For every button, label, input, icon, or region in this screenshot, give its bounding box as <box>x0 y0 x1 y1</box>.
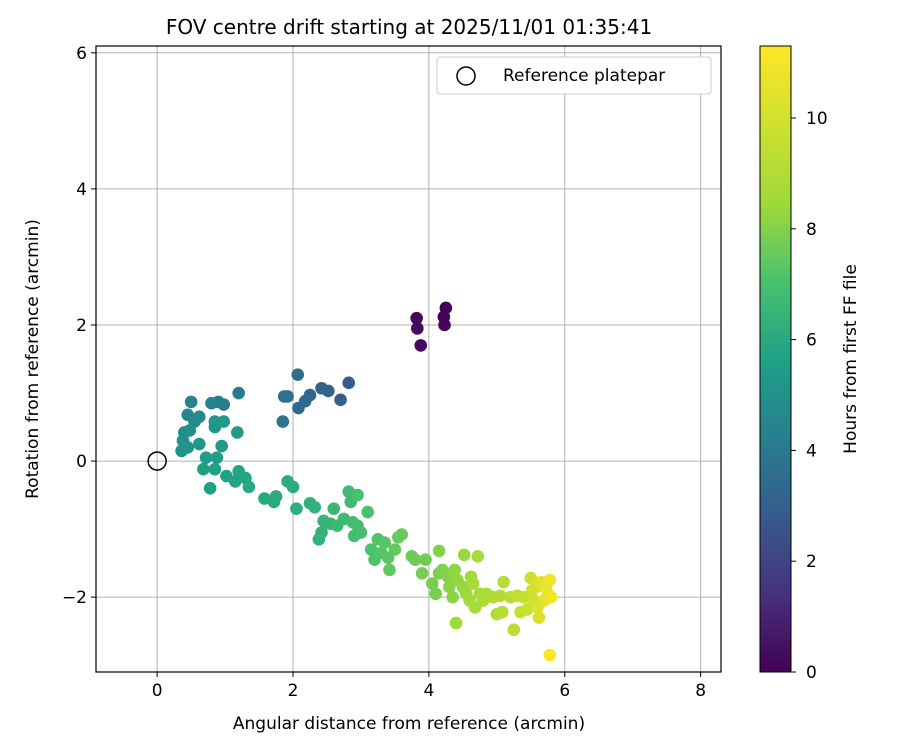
legend: Reference platepar <box>436 56 712 95</box>
data-point <box>351 488 364 502</box>
data-point <box>432 544 446 558</box>
y-axis-ticks: −2 0 2 4 6 <box>62 44 96 608</box>
data-point <box>419 553 432 567</box>
data-point <box>438 318 451 332</box>
data-point <box>208 462 222 476</box>
x-axis-label: Angular distance from reference (arcmin) <box>233 714 585 734</box>
colorbar: 0 2 4 6 8 10 Hours from first FF file <box>759 45 861 683</box>
colorbar-ticks: 0 2 4 6 8 10 <box>791 109 828 683</box>
data-point <box>383 563 396 577</box>
data-point <box>181 441 195 454</box>
data-point <box>315 526 328 539</box>
x-tick-label: 6 <box>559 681 570 701</box>
data-point <box>507 623 521 637</box>
data-point <box>521 603 534 616</box>
x-tick-label: 8 <box>695 681 706 701</box>
data-point <box>334 393 347 407</box>
data-point <box>203 481 217 495</box>
data-point <box>205 396 218 410</box>
data-point <box>354 526 368 539</box>
chart-title: FOV centre drift starting at 2025/11/01 … <box>166 15 652 39</box>
data-point <box>415 567 429 580</box>
data-point <box>544 590 558 604</box>
x-tick-label: 4 <box>423 681 434 701</box>
data-point <box>183 424 197 437</box>
data-point <box>231 426 244 439</box>
grid <box>96 46 721 672</box>
x-tick-label: 2 <box>288 681 299 701</box>
data-point <box>446 590 459 604</box>
data-point <box>408 553 422 567</box>
data-point <box>471 550 485 563</box>
data-point <box>292 401 305 415</box>
colorbar-tick-label: 2 <box>806 552 817 572</box>
x-axis-ticks: 0 2 4 6 8 <box>152 672 706 701</box>
colorbar-tick-label: 10 <box>806 109 828 129</box>
data-point <box>466 577 480 590</box>
data-point <box>290 502 303 515</box>
colorbar-tick-label: 0 <box>806 663 817 683</box>
data-point <box>361 505 375 519</box>
data-point <box>414 339 428 352</box>
data-point <box>532 611 546 624</box>
y-tick-label: 4 <box>76 180 87 200</box>
data-point <box>208 415 222 428</box>
reference-marker <box>147 451 167 471</box>
data-point <box>217 415 231 428</box>
data-point <box>425 577 439 590</box>
data-point <box>269 490 283 503</box>
data-point <box>210 451 224 464</box>
legend-marker <box>456 66 476 86</box>
legend-label: Reference platepar <box>503 66 665 86</box>
data-point <box>497 575 510 589</box>
data-point <box>258 492 271 505</box>
y-tick-label: 2 <box>76 316 87 336</box>
data-point <box>395 528 409 541</box>
data-point <box>429 587 442 601</box>
data-point <box>277 390 291 403</box>
data-point <box>315 381 328 395</box>
data-point <box>457 548 471 562</box>
data-point <box>411 322 424 335</box>
colorbar-tick-label: 4 <box>806 441 817 461</box>
data-point <box>232 386 245 400</box>
data-point <box>449 616 463 630</box>
data-point <box>242 480 256 494</box>
data-point <box>199 451 213 464</box>
data-point <box>388 543 402 556</box>
y-tick-label: 0 <box>76 452 87 472</box>
legend-box <box>436 56 712 95</box>
data-point <box>291 368 305 381</box>
colorbar-tick-label: 8 <box>806 220 817 240</box>
data-point <box>543 648 557 662</box>
y-tick-label: −2 <box>62 588 87 608</box>
data-point <box>197 462 210 476</box>
data-point <box>378 536 392 550</box>
data-point <box>543 573 557 587</box>
plot-frame <box>95 45 722 673</box>
data-point <box>448 563 461 577</box>
data-point <box>228 475 242 488</box>
x-tick-label: 0 <box>152 681 163 701</box>
colorbar-tick-label: 6 <box>806 331 817 351</box>
data-point <box>327 502 341 515</box>
data-point <box>342 376 356 390</box>
data-point <box>184 395 198 409</box>
data-point <box>286 480 300 494</box>
data-point <box>364 543 378 556</box>
data-point <box>215 439 228 453</box>
data-points <box>175 301 558 662</box>
data-point <box>276 415 290 428</box>
y-tick-label: 6 <box>76 44 87 64</box>
data-point <box>495 605 509 619</box>
data-point <box>308 501 322 514</box>
data-point <box>410 311 423 325</box>
data-point <box>493 589 507 603</box>
colorbar-label: Hours from first FF file <box>841 264 861 454</box>
data-point <box>192 437 206 451</box>
colorbar-gradient <box>759 45 792 673</box>
y-axis-label: Rotation from reference (arcmin) <box>23 219 43 499</box>
